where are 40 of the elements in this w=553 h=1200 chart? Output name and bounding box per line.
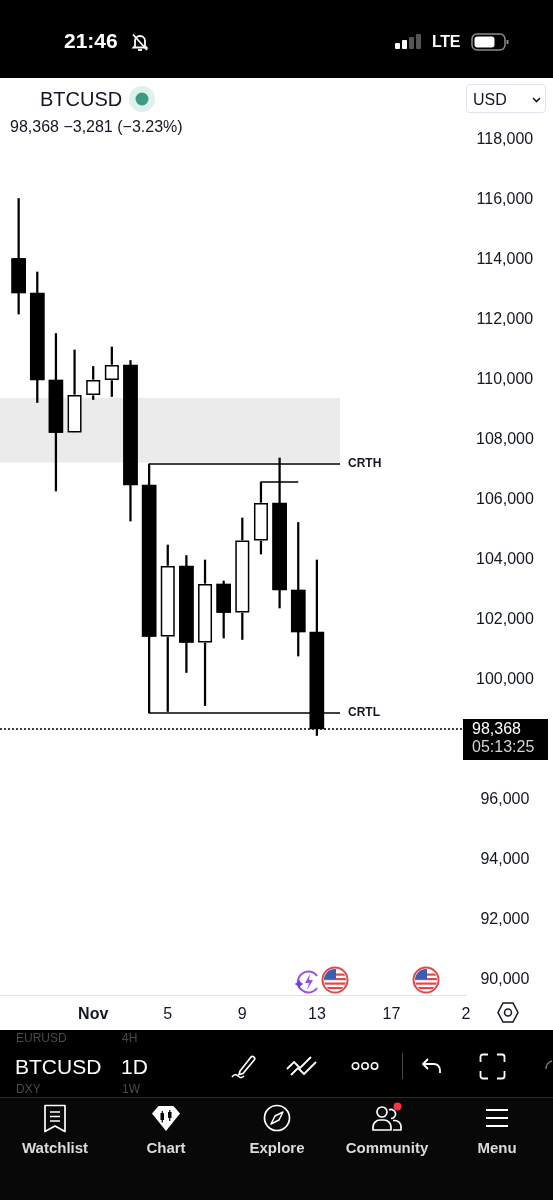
text: Watchlist — [20, 1139, 90, 1156]
text: DXY — [16, 1082, 41, 1096]
y-tick-label: 118,000 — [476, 130, 534, 148]
text: 05:13:25 — [472, 738, 535, 756]
x-tick-label: 5 — [163, 1005, 173, 1023]
chart-title: BTCUSD — [40, 88, 123, 110]
text: Explore — [248, 1139, 306, 1156]
y-tick-label: 110,000 — [476, 370, 534, 388]
y-tick-label: 90,000 — [480, 970, 530, 988]
y-tick-label: 108,000 — [476, 430, 534, 448]
text: 21:46 — [64, 29, 118, 52]
text: LTE — [432, 33, 461, 50]
text: Menu — [476, 1139, 518, 1156]
text: 4H — [122, 1031, 138, 1045]
y-tick-label: 96,000 — [480, 790, 530, 808]
x-tick-label: 17 — [382, 1005, 401, 1023]
text: Community — [344, 1139, 430, 1156]
text: 1W — [122, 1082, 140, 1096]
y-tick-label: 92,000 — [480, 910, 530, 928]
text: Chart — [145, 1139, 187, 1156]
y-tick-label: 102,000 — [476, 610, 534, 628]
y-tick-label: 100,000 — [476, 670, 534, 688]
text: 1D — [121, 1055, 148, 1078]
y-tick-label: 114,000 — [476, 250, 534, 268]
y-tick-label: 106,000 — [476, 490, 534, 508]
ref-line-label: CRTL — [348, 705, 380, 720]
x-tick-label: Nov — [78, 1005, 109, 1023]
text: EURUSD — [16, 1031, 67, 1045]
text: BTCUSD — [15, 1055, 102, 1078]
y-tick-label: 116,000 — [476, 190, 534, 208]
y-tick-label: 112,000 — [476, 310, 534, 328]
ref-line-label: 98,368 — [472, 720, 522, 738]
x-tick-label: 9 — [237, 1005, 247, 1023]
y-tick-label: 94,000 — [480, 850, 530, 868]
currency-dropdown: USD — [466, 84, 546, 113]
y-tick-label: 104,000 — [476, 550, 534, 568]
x-tick-label: 2 — [461, 1005, 471, 1023]
x-tick-label: 13 — [307, 1005, 326, 1023]
chart-subtitle: 98,368 −3,281 (−3.23%) — [10, 118, 183, 135]
ref-line-label: CRTH — [348, 456, 382, 471]
